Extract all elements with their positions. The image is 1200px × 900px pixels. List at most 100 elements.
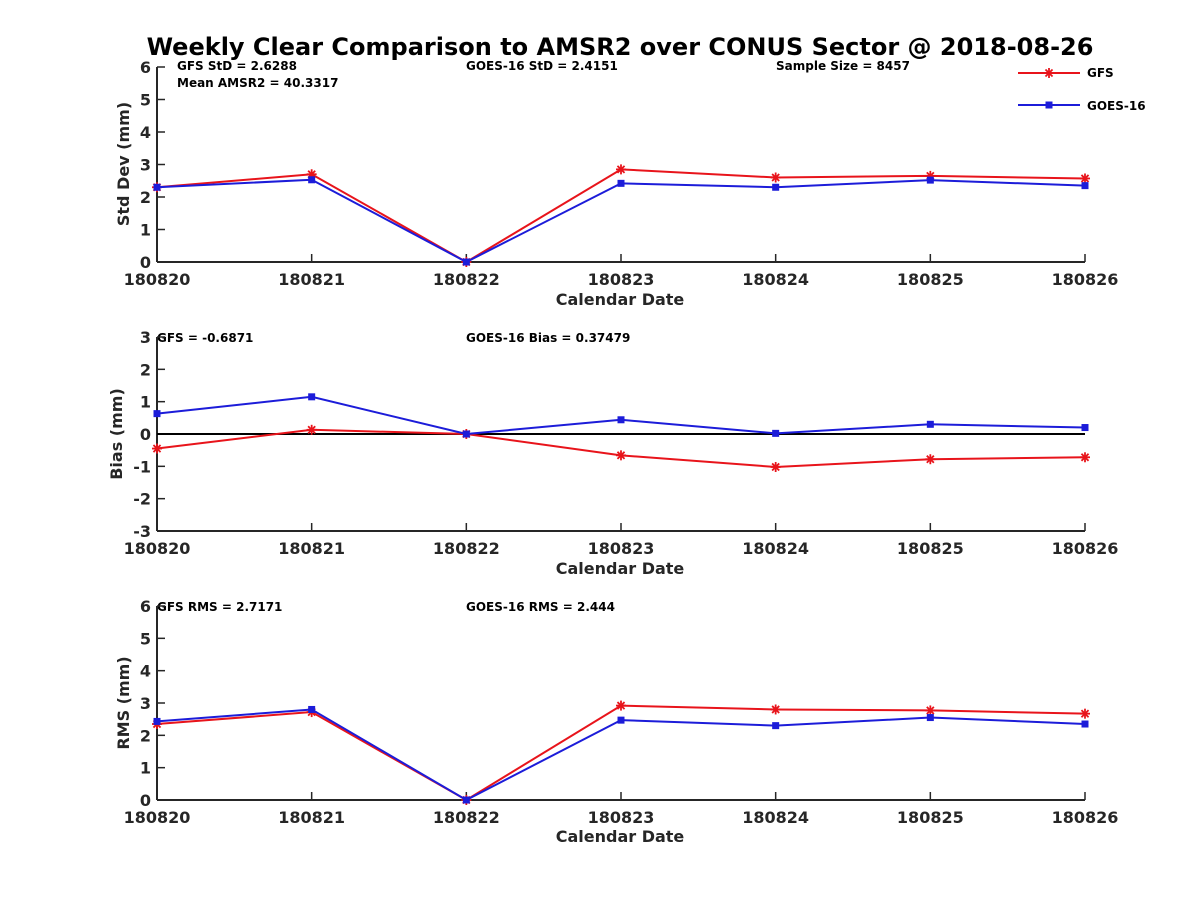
data-point-gfs — [152, 443, 162, 454]
y-tick-label: 0 — [140, 791, 151, 810]
data-point-goes16 — [153, 410, 161, 418]
data-point-gfs — [306, 424, 317, 435]
data-point-gfs — [1080, 708, 1090, 719]
y-tick-label: 0 — [140, 253, 151, 272]
x-tick-label: 180820 — [124, 539, 191, 558]
data-point-goes16 — [926, 176, 934, 184]
data-point-gfs — [616, 700, 626, 711]
annotation-gfs-std: GFS StD = 2.6288 — [177, 59, 297, 73]
annotation-mean-amsr2: Mean AMSR2 = 40.3317 — [177, 76, 338, 90]
y-axis-label-rms: RMS (mm) — [114, 656, 133, 749]
annotation-sample-size: Sample Size = 8457 — [776, 59, 910, 73]
data-point-goes16 — [462, 796, 470, 804]
y-tick-label: 2 — [140, 188, 151, 207]
x-tick-label: 180821 — [278, 270, 345, 289]
data-point-gfs — [616, 164, 626, 175]
y-tick-label: 3 — [140, 156, 151, 175]
y-tick-label: -2 — [133, 490, 151, 509]
panel-rms: GFS RMS = 2.7171 GOES-16 RMS = 2.444 RMS… — [114, 597, 1118, 846]
y-axis-label-bias: Bias (mm) — [107, 388, 126, 480]
x-tick-label: 180821 — [278, 539, 345, 558]
data-point-goes16 — [1081, 182, 1089, 190]
legend-label-goes16: GOES-16 — [1087, 99, 1146, 113]
data-point-goes16 — [153, 183, 161, 191]
x-tick-label: 180825 — [897, 270, 964, 289]
y-tick-label: 1 — [140, 759, 151, 778]
y-tick-label: 5 — [140, 629, 151, 648]
data-point-goes16 — [462, 258, 470, 266]
data-point-goes16 — [617, 179, 625, 187]
data-point-gfs — [925, 454, 936, 465]
data-point-goes16 — [926, 714, 934, 722]
data-point-goes16 — [308, 176, 316, 184]
y-tick-label: 1 — [140, 393, 151, 412]
series-line-goes16 — [156, 395, 1086, 436]
x-tick-label: 180820 — [124, 808, 191, 827]
data-point-goes16 — [617, 416, 625, 424]
data-point-goes16 — [462, 430, 470, 438]
data-point-gfs — [616, 450, 626, 461]
data-point-gfs — [925, 705, 936, 716]
legend-asterisk-icon — [1044, 68, 1054, 78]
data-point-gfs — [770, 704, 781, 715]
x-tick-label: 180822 — [433, 539, 500, 558]
data-point-gfs — [1080, 173, 1090, 184]
x-tick-label: 180823 — [588, 539, 655, 558]
panel-bias: GFS = -0.6871 GOES-16 Bias = 0.37479 Bia… — [107, 328, 1118, 578]
chart-title: Weekly Clear Comparison to AMSR2 over CO… — [147, 33, 1094, 61]
annotation-goes16-bias: GOES-16 Bias = 0.37479 — [466, 331, 630, 345]
x-tick-label: 180825 — [897, 539, 964, 558]
x-tick-label: 180825 — [897, 808, 964, 827]
series-line-goes16 — [156, 178, 1086, 264]
annotation-gfs-bias: GFS = -0.6871 — [157, 331, 253, 345]
annotation-goes16-rms: GOES-16 RMS = 2.444 — [466, 600, 615, 614]
x-tick-label: 180826 — [1052, 270, 1119, 289]
x-tick-label: 180826 — [1052, 808, 1119, 827]
panel-std-dev: GFS StD = 2.6288 Mean AMSR2 = 40.3317 GO… — [114, 58, 1118, 309]
x-axis-label-rms: Calendar Date — [556, 827, 685, 846]
x-tick-label: 180820 — [124, 270, 191, 289]
y-tick-label: 3 — [140, 328, 151, 347]
data-point-goes16 — [1081, 424, 1089, 432]
y-tick-label: 4 — [140, 662, 151, 681]
data-point-goes16 — [308, 393, 316, 401]
data-point-goes16 — [772, 429, 780, 437]
legend-square-icon — [1045, 101, 1053, 109]
y-tick-label: 1 — [140, 221, 151, 240]
y-axis-label-std-dev: Std Dev (mm) — [114, 102, 133, 226]
series-line-gfs — [156, 428, 1086, 468]
data-point-goes16 — [308, 705, 316, 713]
data-point-goes16 — [153, 717, 161, 725]
y-tick-label: 2 — [140, 360, 151, 379]
x-tick-label: 180824 — [742, 270, 809, 289]
legend-label-gfs: GFS — [1087, 66, 1114, 80]
data-point-goes16 — [1081, 720, 1089, 728]
data-point-gfs — [770, 172, 781, 183]
data-point-goes16 — [617, 716, 625, 724]
x-tick-label: 180824 — [742, 808, 809, 827]
y-tick-label: 6 — [140, 58, 151, 77]
x-axis-label-std-dev: Calendar Date — [556, 290, 685, 309]
data-point-goes16 — [772, 183, 780, 191]
y-tick-label: -1 — [133, 457, 151, 476]
y-tick-label: 5 — [140, 91, 151, 110]
y-tick-label: 6 — [140, 597, 151, 616]
y-tick-label: 2 — [140, 726, 151, 745]
data-point-goes16 — [772, 722, 780, 730]
data-point-gfs — [1080, 452, 1090, 463]
x-tick-label: 180823 — [588, 808, 655, 827]
data-point-gfs — [770, 461, 781, 472]
legend-marker-goes16 — [1045, 101, 1053, 109]
data-point-goes16 — [926, 420, 934, 428]
y-tick-label: 0 — [140, 425, 151, 444]
x-axis-label-bias: Calendar Date — [556, 559, 685, 578]
annotation-goes16-std: GOES-16 StD = 2.4151 — [466, 59, 618, 73]
y-tick-label: 4 — [140, 123, 151, 142]
x-tick-label: 180821 — [278, 808, 345, 827]
x-tick-label: 180824 — [742, 539, 809, 558]
x-tick-label: 180823 — [588, 270, 655, 289]
y-tick-label: 3 — [140, 694, 151, 713]
x-tick-label: 180822 — [433, 270, 500, 289]
x-tick-label: 180822 — [433, 808, 500, 827]
